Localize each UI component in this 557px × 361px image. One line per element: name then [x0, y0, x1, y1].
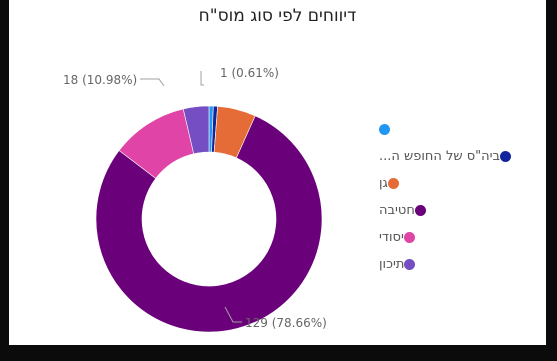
window-bottom-edge [0, 345, 557, 361]
legend-item[interactable]: ביה"ס של החופש ה... [379, 143, 539, 170]
donut-slices [95, 105, 323, 333]
legend-label: יסודי [379, 230, 404, 245]
legend-label: גן [379, 176, 388, 191]
legend-marker [404, 259, 416, 270]
legend-marker [403, 232, 415, 243]
donut-slice-5[interactable] [182, 105, 210, 155]
leader-line-2 [224, 306, 242, 323]
legend-item[interactable] [379, 116, 539, 143]
leader-line-0 [200, 71, 204, 86]
legend: ביה"ס של החופש ה... גן חטיבה יסודי תיכון [379, 116, 539, 278]
legend-label: תיכון [379, 257, 405, 272]
chart-title: דיווחים לפי סוג מוס"ח [198, 6, 357, 26]
legend-item[interactable]: יסודי [379, 224, 539, 251]
legend-marker [379, 124, 390, 135]
legend-marker [414, 205, 426, 216]
donut-slice-3[interactable] [95, 115, 323, 333]
legend-label: ביה"ס של החופש ה... [379, 149, 501, 164]
data-label-2: 129 (78.66%) [245, 316, 327, 330]
data-label-1: 18 (10.98%) [63, 73, 137, 87]
chart-card: דיווחים לפי סוג מוס"ח 1 (0.61%) 18 (10.9… [9, 0, 546, 345]
legend-item[interactable]: חטיבה [379, 197, 539, 224]
data-label-0: 1 (0.61%) [220, 66, 279, 80]
legend-item[interactable]: תיכון [379, 251, 539, 278]
data-labels: 1 (0.61%) 18 (10.98%) 129 (78.66%) [63, 66, 327, 330]
legend-label: חטיבה [379, 203, 415, 218]
donut-chart: 1 (0.61%) 18 (10.98%) 129 (78.66%) [63, 66, 327, 333]
legend-item[interactable]: גן [379, 170, 539, 197]
leader-line-1 [140, 78, 165, 87]
legend-marker [387, 178, 399, 189]
legend-marker [500, 151, 512, 162]
